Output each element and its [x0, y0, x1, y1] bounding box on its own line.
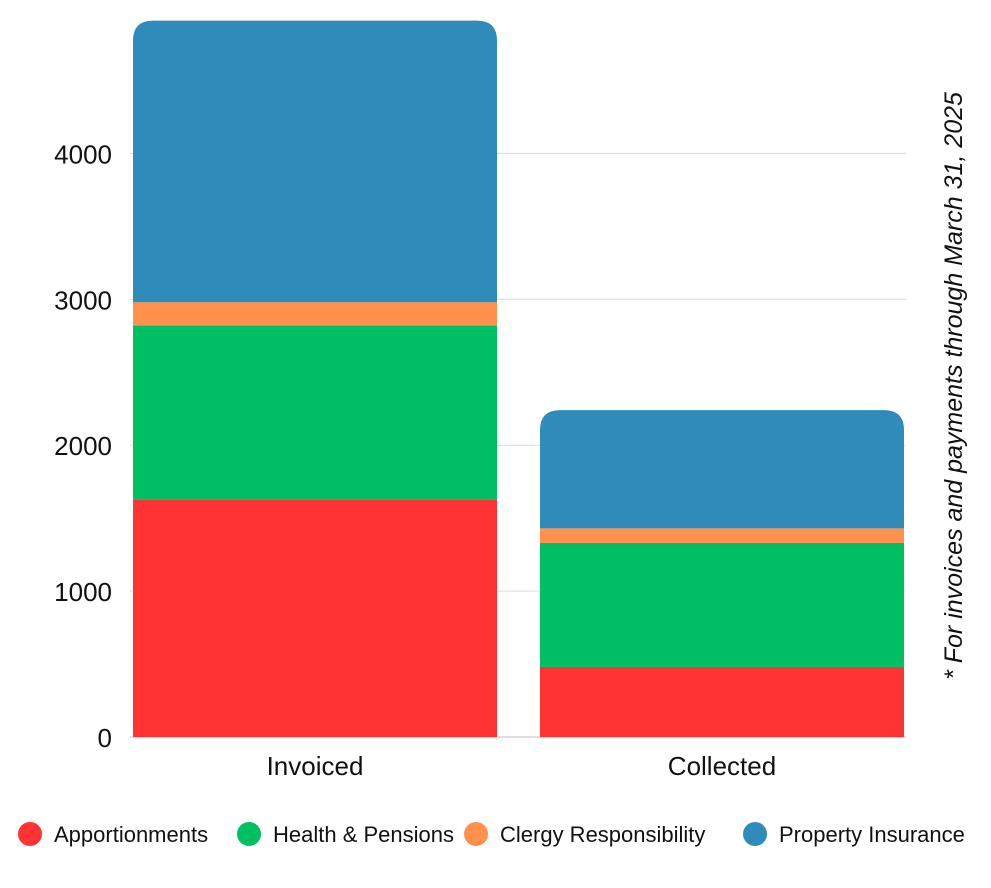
- y-tick-label: 0: [98, 723, 112, 753]
- legend-label: Property Insurance: [779, 822, 965, 847]
- legend-swatch: [237, 822, 261, 846]
- legend-label: Clergy Responsibility: [500, 822, 705, 847]
- legend-item: Property Insurance: [743, 822, 965, 847]
- bar-segment-apportionments-collected: [540, 666, 904, 737]
- legend-swatch: [743, 822, 767, 846]
- x-category-label: Invoiced: [267, 751, 364, 781]
- y-tick-label: 1000: [54, 577, 112, 607]
- bar-segment-property-insurance-collected: [540, 410, 904, 529]
- legend-item: Apportionments: [18, 822, 208, 847]
- x-axis-labels: Invoiced Collected: [267, 751, 777, 781]
- bar-segment-health-pensions-collected: [540, 542, 904, 667]
- legend-item: Clergy Responsibility: [464, 822, 705, 847]
- x-category-label: Collected: [668, 751, 776, 781]
- y-tick-label: 4000: [54, 139, 112, 169]
- bar-segment-clergy-responsibility-collected: [540, 528, 904, 543]
- legend-item: Health & Pensions: [237, 822, 454, 847]
- y-tick-label: 2000: [54, 431, 112, 461]
- legend: Apportionments Health & Pensions Clergy Re…: [18, 822, 965, 847]
- y-tick-label: 3000: [54, 285, 112, 315]
- legend-label: Apportionments: [54, 822, 208, 847]
- legend-swatch: [18, 822, 42, 846]
- bar-segment-property-insurance-invoiced: [133, 20, 497, 303]
- bar-segment-apportionments-invoiced: [133, 499, 497, 737]
- bar-segment-health-pensions-invoiced: [133, 325, 497, 500]
- bar-segment-clergy-responsibility-invoiced: [133, 302, 497, 326]
- legend-label: Health & Pensions: [273, 822, 454, 847]
- y-axis: 0 1000 2000 3000 4000: [54, 139, 112, 753]
- bars: [133, 20, 904, 737]
- footnote-annotation: * For invoices and payments through Marc…: [940, 92, 968, 680]
- legend-swatch: [464, 822, 488, 846]
